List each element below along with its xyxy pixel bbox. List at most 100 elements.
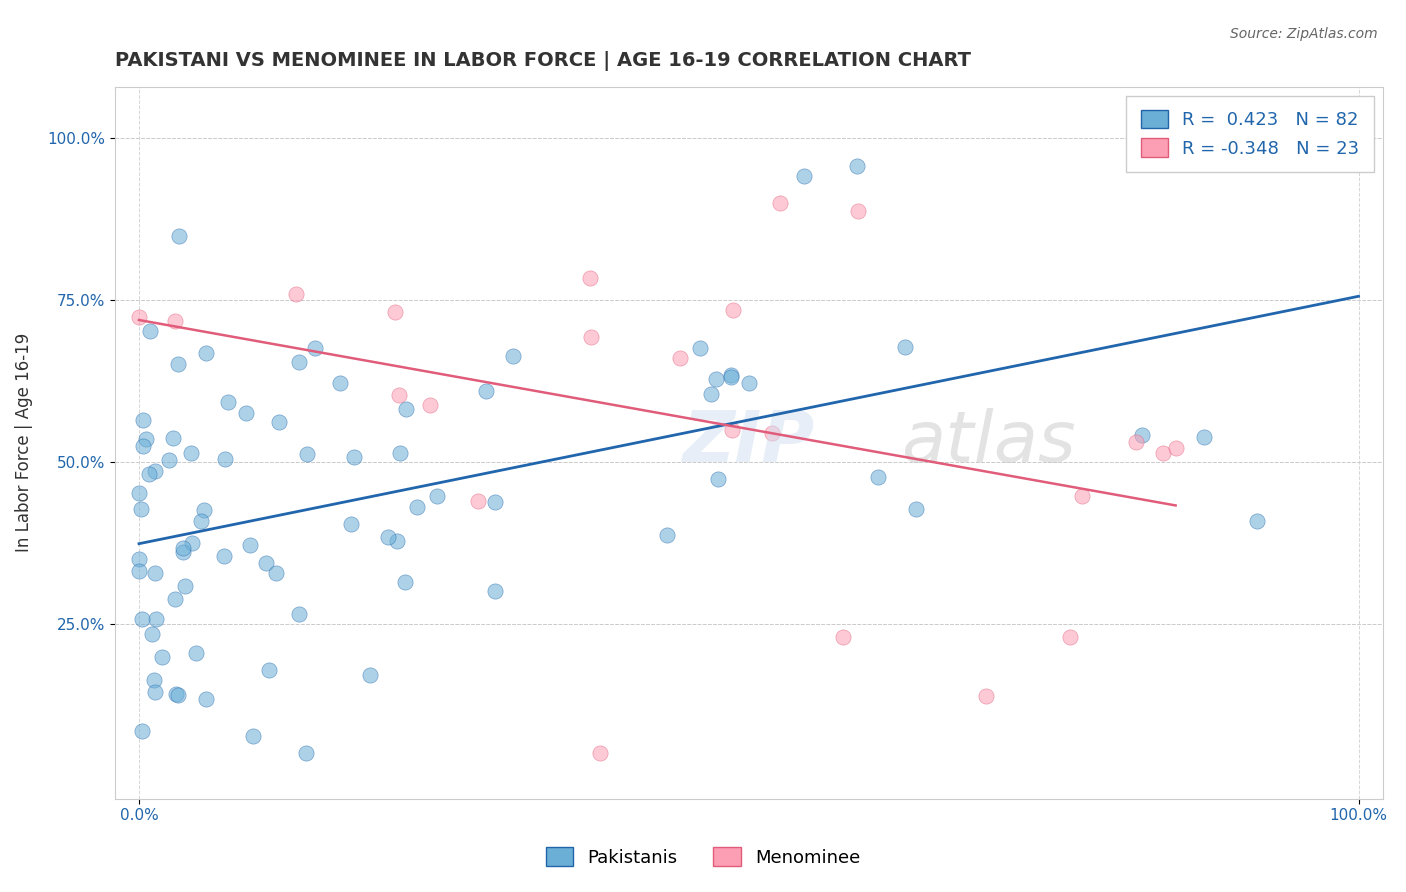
Point: [194, 691, 217, 706]
Point: [288, 354, 311, 368]
Point: [579, 330, 602, 344]
Point: [419, 399, 441, 413]
Point: [340, 517, 363, 532]
Point: [405, 500, 427, 514]
Point: [242, 730, 264, 744]
Point: [138, 467, 160, 481]
Point: [304, 341, 326, 355]
Point: [142, 673, 165, 687]
Point: [845, 159, 868, 173]
Point: [1125, 435, 1147, 450]
Point: [132, 439, 155, 453]
Point: [1070, 489, 1092, 503]
Point: [720, 370, 742, 384]
Point: [389, 446, 412, 460]
Point: [141, 627, 163, 641]
Point: [329, 376, 352, 390]
Point: [193, 502, 215, 516]
Point: [131, 724, 153, 739]
Point: [1130, 428, 1153, 442]
Point: [212, 549, 235, 563]
Point: [426, 489, 449, 503]
Point: [721, 423, 744, 437]
Text: atlas: atlas: [901, 409, 1076, 477]
Point: [257, 663, 280, 677]
Point: [143, 685, 166, 699]
Point: [172, 541, 194, 555]
Point: [285, 286, 308, 301]
Point: [165, 687, 187, 701]
Point: [1152, 445, 1174, 459]
Point: [769, 196, 792, 211]
Point: [194, 345, 217, 359]
Point: [1164, 442, 1187, 456]
Point: [1347, 131, 1369, 145]
Point: [846, 204, 869, 219]
Text: PAKISTANI VS MENOMINEE IN LABOR FORCE | AGE 16-19 CORRELATION CHART: PAKISTANI VS MENOMINEE IN LABOR FORCE | …: [115, 51, 970, 70]
Point: [295, 747, 318, 761]
Point: [589, 747, 612, 761]
Point: [128, 310, 150, 325]
Point: [214, 452, 236, 467]
Point: [384, 304, 406, 318]
Point: [150, 650, 173, 665]
Point: [180, 446, 202, 460]
Point: [905, 501, 928, 516]
Point: [287, 607, 309, 621]
Point: [128, 564, 150, 578]
Point: [239, 537, 262, 551]
Point: [266, 566, 288, 581]
Point: [217, 394, 239, 409]
Point: [655, 527, 678, 541]
Point: [166, 357, 188, 371]
Point: [387, 388, 409, 402]
Point: [707, 472, 730, 486]
Point: [832, 630, 855, 644]
Point: [793, 169, 815, 183]
Point: [894, 340, 917, 354]
Point: [235, 406, 257, 420]
Point: [704, 372, 727, 386]
Point: [131, 612, 153, 626]
Point: [143, 566, 166, 581]
Point: [254, 556, 277, 570]
Point: [1192, 430, 1215, 444]
Point: [269, 415, 291, 429]
Point: [1246, 514, 1268, 528]
Point: [720, 368, 742, 382]
Point: [190, 514, 212, 528]
Text: ZIP: ZIP: [683, 409, 815, 477]
Point: [385, 534, 408, 549]
Point: [721, 302, 744, 317]
Point: [139, 324, 162, 338]
Point: [145, 612, 167, 626]
Point: [184, 646, 207, 660]
Y-axis label: In Labor Force | Age 16-19: In Labor Force | Age 16-19: [15, 333, 32, 552]
Point: [295, 447, 318, 461]
Point: [343, 450, 366, 465]
Text: Source: ZipAtlas.com: Source: ZipAtlas.com: [1230, 27, 1378, 41]
Point: [484, 495, 506, 509]
Point: [359, 667, 381, 681]
Point: [761, 426, 783, 441]
Point: [395, 401, 418, 416]
Point: [668, 351, 690, 365]
Point: [163, 314, 186, 328]
Point: [131, 502, 153, 516]
Point: [174, 579, 197, 593]
Point: [134, 433, 156, 447]
Point: [162, 431, 184, 445]
Point: [167, 228, 190, 243]
Legend: Pakistanis, Menominee: Pakistanis, Menominee: [538, 840, 868, 874]
Point: [394, 574, 416, 589]
Point: [1059, 630, 1081, 644]
Point: [180, 536, 202, 550]
Point: [474, 384, 496, 399]
Point: [377, 530, 399, 544]
Point: [167, 688, 190, 702]
Point: [689, 341, 711, 355]
Point: [172, 544, 194, 558]
Point: [145, 465, 167, 479]
Point: [502, 349, 524, 363]
Point: [132, 413, 155, 427]
